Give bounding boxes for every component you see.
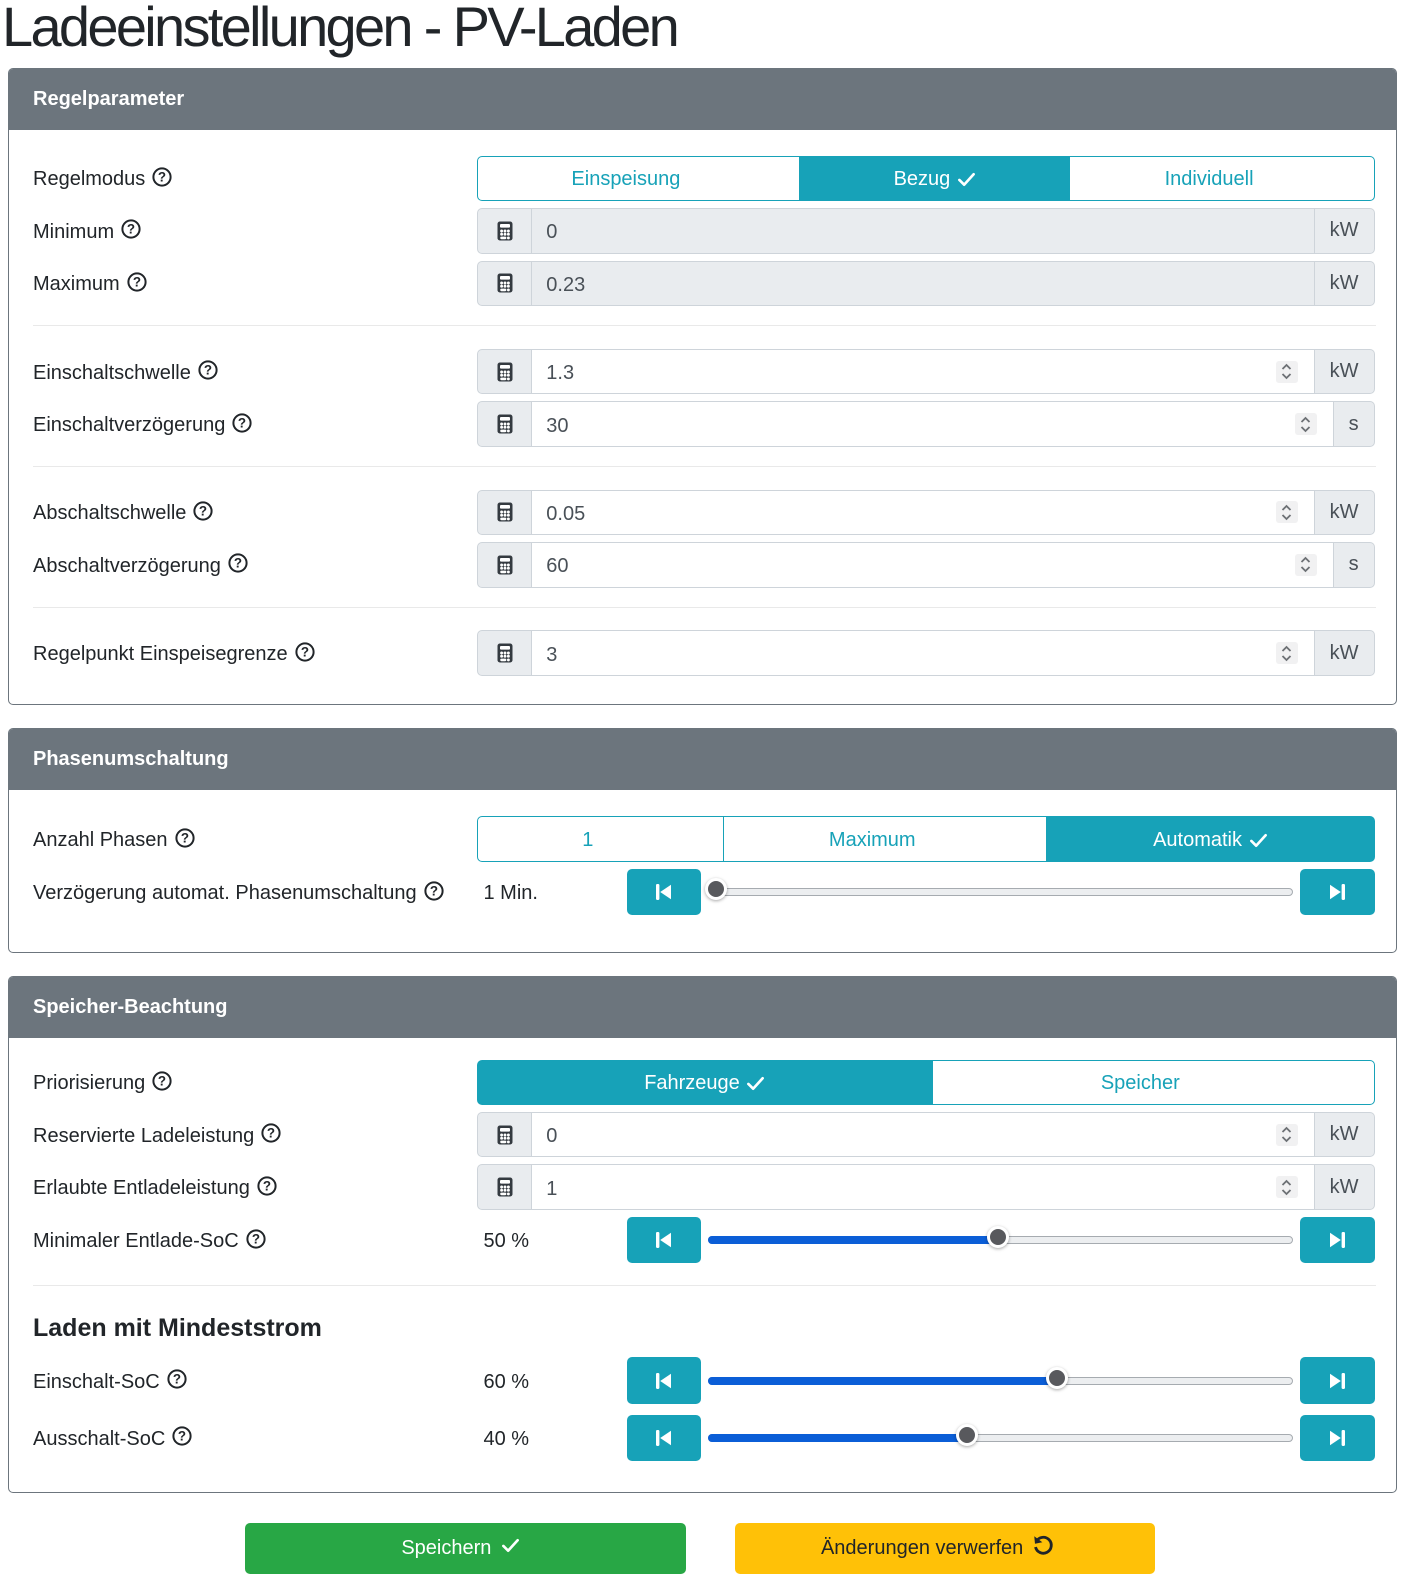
svg-text:?: ?: [234, 556, 242, 571]
svg-text:?: ?: [199, 503, 207, 518]
svg-text:?: ?: [158, 1073, 166, 1088]
svg-text:?: ?: [204, 362, 212, 377]
svg-text:?: ?: [238, 415, 246, 430]
svg-text:?: ?: [173, 1372, 181, 1387]
svg-text:?: ?: [430, 883, 438, 898]
svg-text:?: ?: [158, 169, 166, 184]
svg-text:?: ?: [252, 1231, 260, 1246]
svg-text:?: ?: [133, 274, 141, 289]
svg-text:?: ?: [178, 1429, 186, 1444]
svg-text:?: ?: [263, 1178, 271, 1193]
svg-text:?: ?: [180, 830, 188, 845]
svg-text:?: ?: [301, 644, 309, 659]
svg-text:?: ?: [127, 222, 135, 237]
svg-text:?: ?: [267, 1125, 275, 1140]
